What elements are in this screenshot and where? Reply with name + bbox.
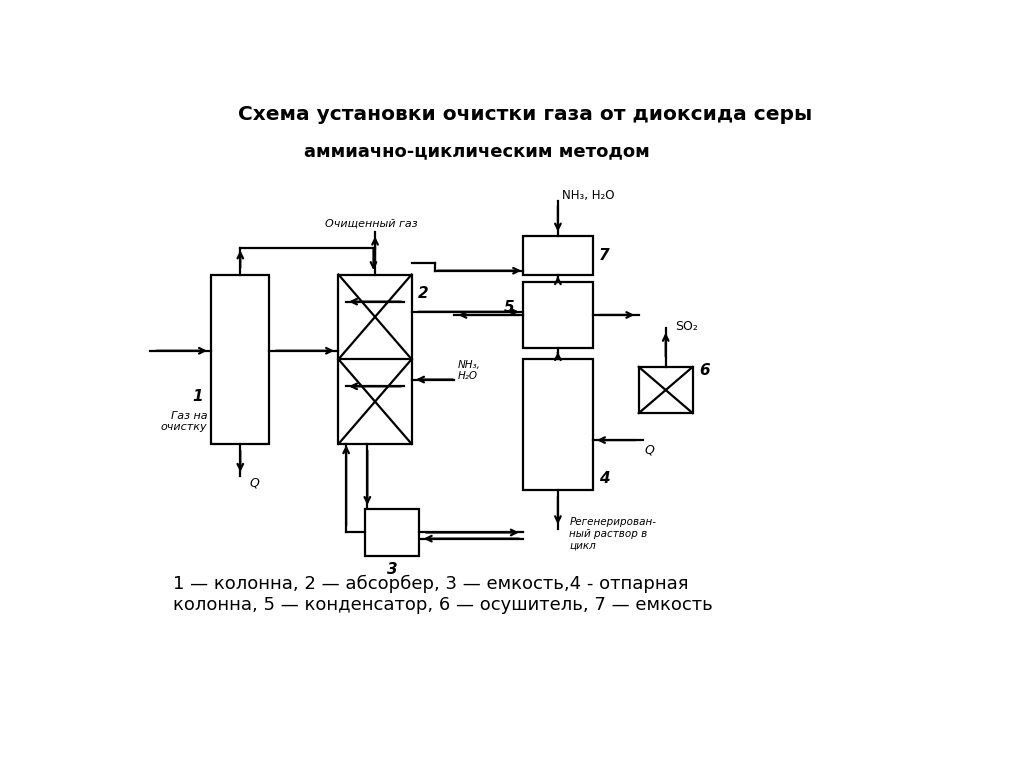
Text: 1 — колонна, 2 — абсорбер, 3 — емкость,4 - отпарная
колонна, 5 — конденсатор, 6 : 1 — колонна, 2 — абсорбер, 3 — емкость,4… bbox=[173, 574, 713, 614]
Text: 6: 6 bbox=[698, 364, 710, 378]
Text: NH₃,
H₂O: NH₃, H₂O bbox=[458, 360, 480, 381]
Bar bbox=[523, 359, 593, 490]
Text: аммиачно-циклическим методом: аммиачно-циклическим методом bbox=[304, 143, 650, 160]
Bar bbox=[523, 282, 593, 347]
Bar bbox=[211, 275, 269, 444]
Text: 7: 7 bbox=[599, 248, 609, 263]
Text: Регенерирован-
ный раствор в
цикл: Регенерирован- ный раствор в цикл bbox=[569, 517, 656, 550]
Text: 3: 3 bbox=[387, 562, 397, 577]
Text: 2: 2 bbox=[418, 286, 428, 301]
Bar bbox=[339, 275, 412, 444]
Text: Газ на
очистку: Газ на очистку bbox=[161, 411, 208, 433]
Text: 4: 4 bbox=[599, 471, 609, 486]
Bar bbox=[366, 509, 419, 555]
Bar bbox=[523, 236, 593, 275]
Text: 5: 5 bbox=[504, 300, 515, 314]
Text: 1: 1 bbox=[193, 389, 203, 404]
Text: Схема установки очистки газа от диоксида серы: Схема установки очистки газа от диоксида… bbox=[238, 105, 812, 123]
Text: Q: Q bbox=[644, 444, 654, 457]
Text: Очищенный газ: Очищенный газ bbox=[325, 219, 418, 229]
Bar bbox=[639, 367, 692, 413]
Text: Q: Q bbox=[250, 476, 259, 489]
Text: SO₂: SO₂ bbox=[675, 321, 697, 334]
Text: NH₃, H₂O: NH₃, H₂O bbox=[562, 189, 614, 202]
